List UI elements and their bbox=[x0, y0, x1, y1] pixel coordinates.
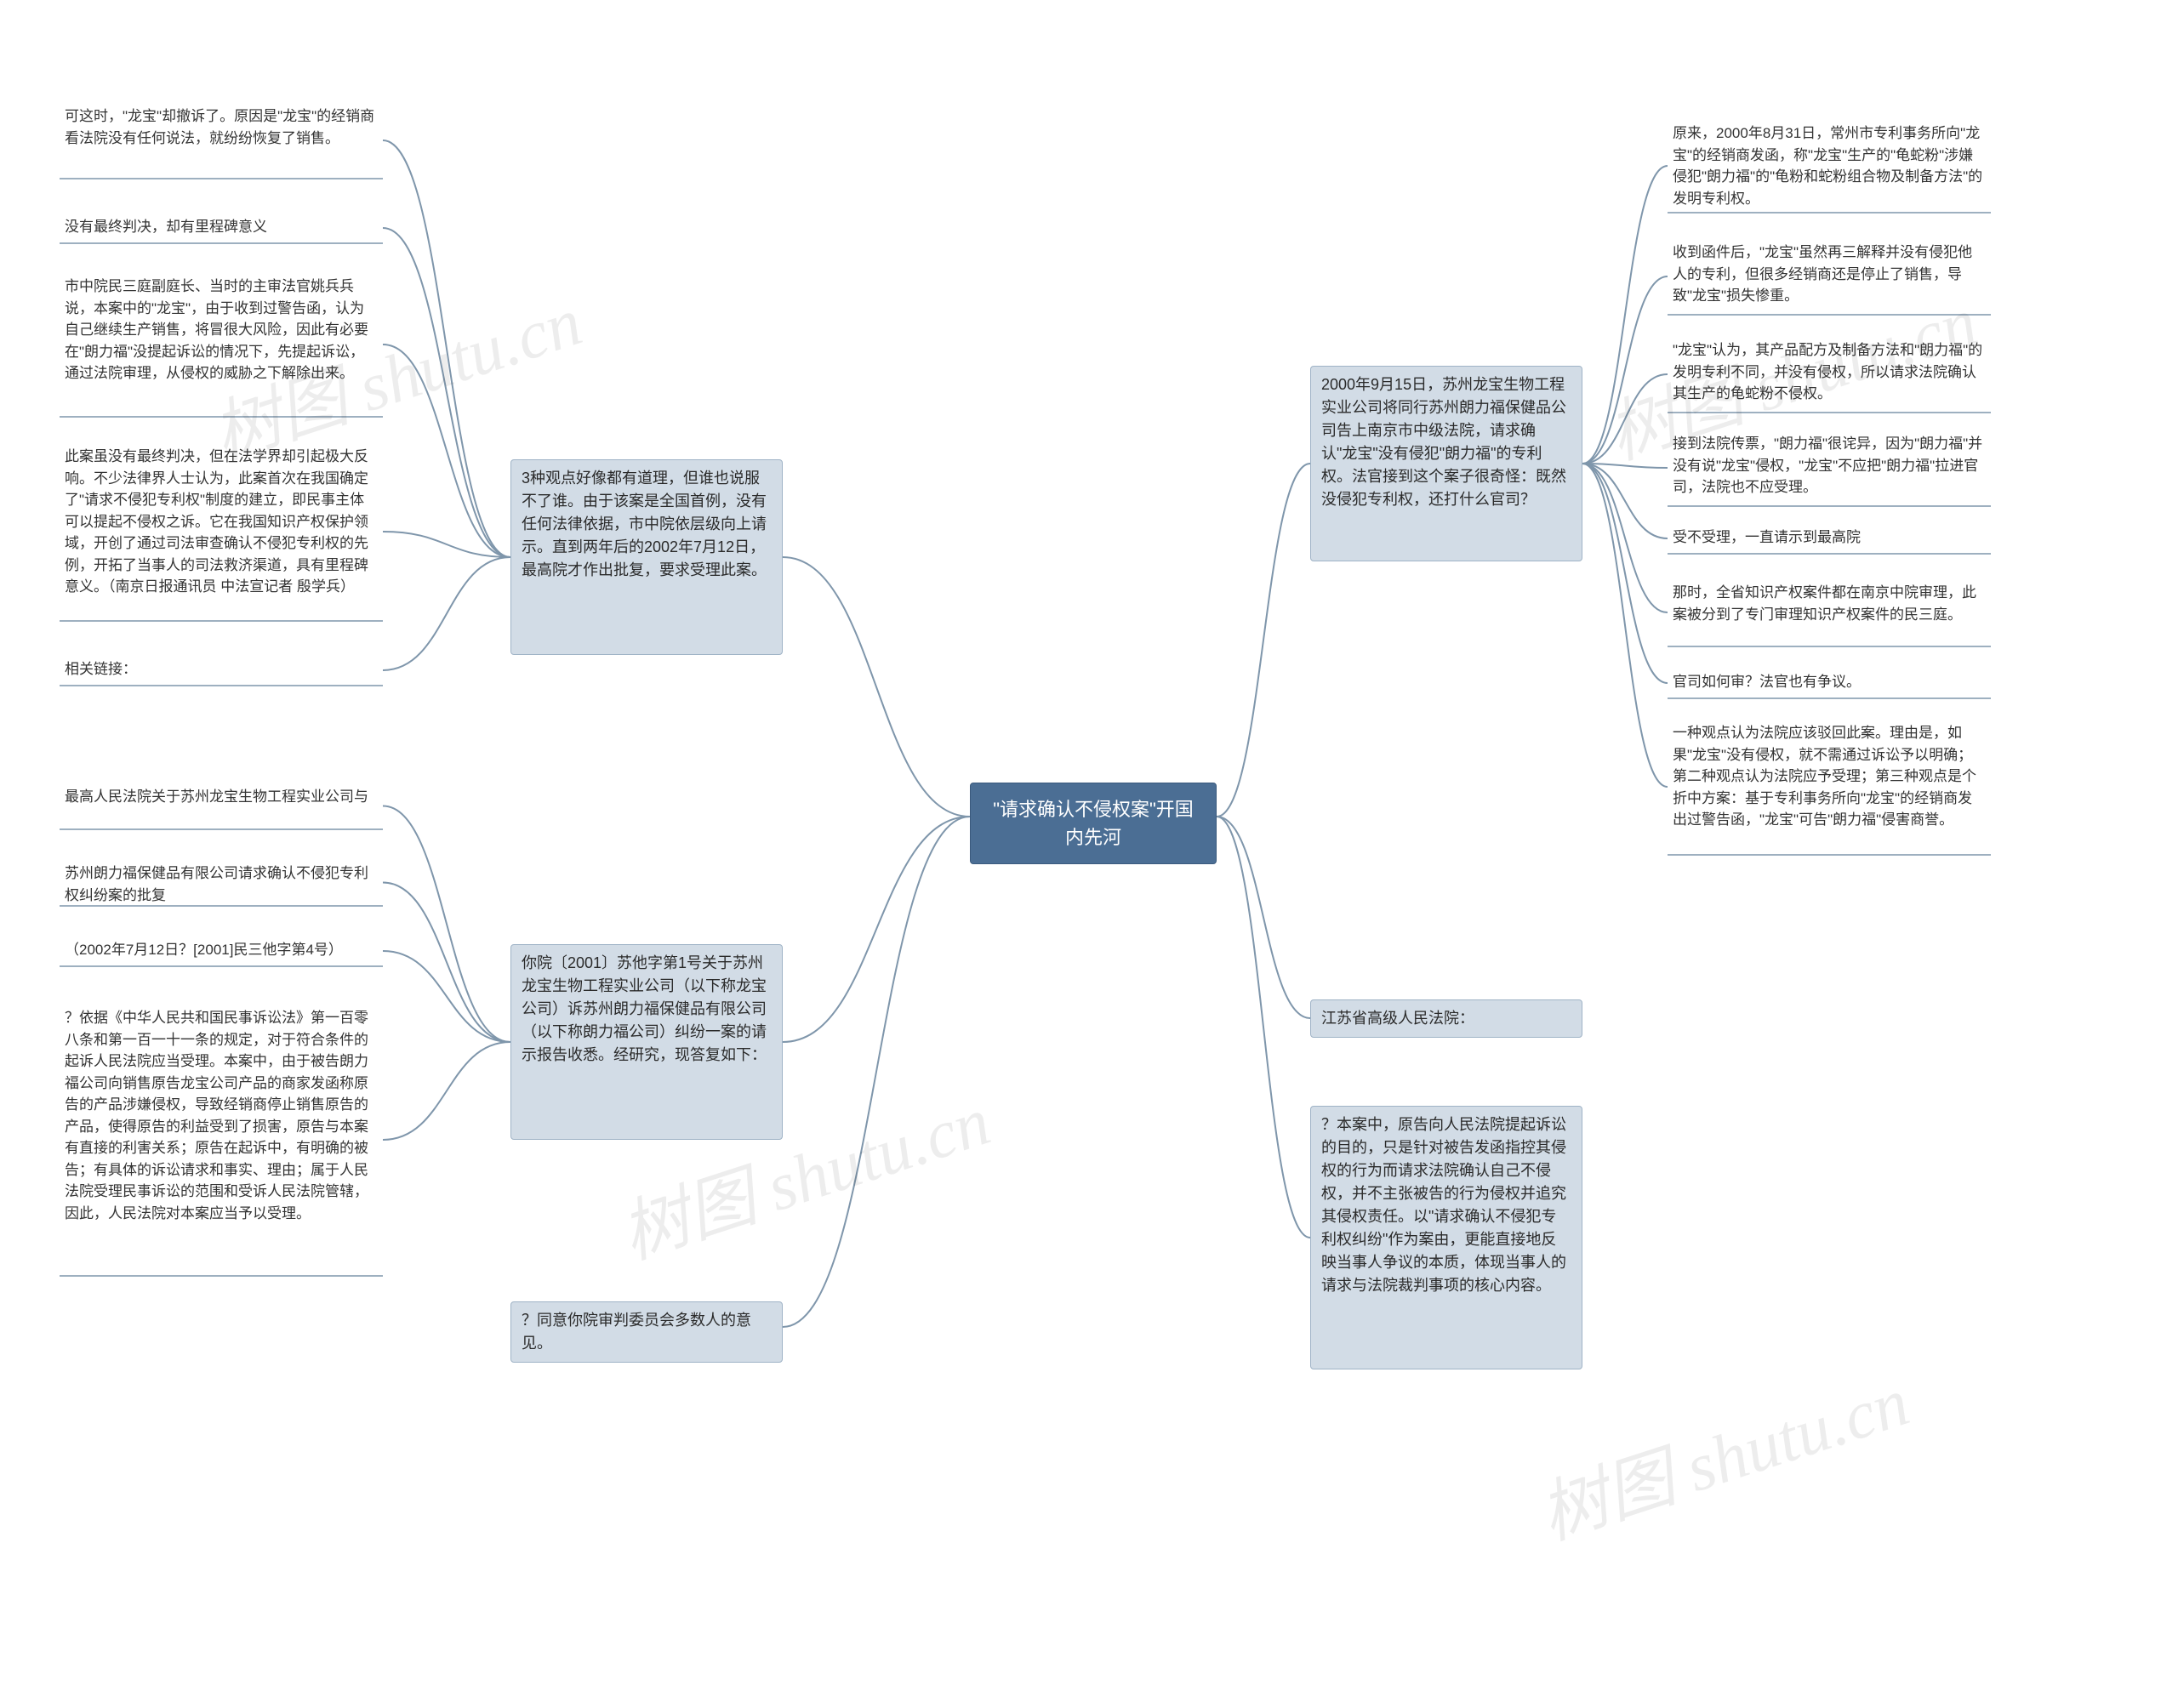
right1-leaf-0: 原来，2000年8月31日，常州市专利事务所向"龙宝"的经销商发函，称"龙宝"生… bbox=[1668, 119, 1991, 213]
left2-leaf-3: ？依据《中华人民共和国民事诉讼法》第一百零八条和第一百一十一条的规定，对于符合条… bbox=[60, 1004, 383, 1276]
left1-leaf-4: 相关链接： bbox=[60, 655, 383, 686]
right1-leaf-7: 一种观点认为法院应该驳回此案。理由是，如果"龙宝"没有侵权，就不需通过诉讼予以明… bbox=[1668, 719, 1991, 855]
branch-left-1-text: 3种观点好像都有道理，但谁也说服不了谁。由于该案是全国首例，没有任何法律依据，市… bbox=[522, 470, 767, 578]
branch-right-3: ？本案中，原告向人民法院提起诉讼的目的，只是针对被告发函指控其侵权的行为而请求法… bbox=[1310, 1106, 1582, 1369]
left1-leaf-1: 没有最终判决，却有里程碑意义 bbox=[60, 213, 383, 243]
branch-right-1-text: 2000年9月15日，苏州龙宝生物工程实业公司将同行苏州朗力福保健品公司告上南京… bbox=[1321, 376, 1566, 508]
left2-leaf-0: 最高人民法院关于苏州龙宝生物工程实业公司与 bbox=[60, 783, 383, 829]
right1-leaf-5: 那时，全省知识产权案件都在南京中院审理，此案被分到了专门审理知识产权案件的民三庭… bbox=[1668, 578, 1991, 646]
left2-leaf-1: 苏州朗力福保健品有限公司请求确认不侵犯专利权纠纷案的批复 bbox=[60, 859, 383, 909]
right1-leaf-6: 官司如何审？法官也有争议。 bbox=[1668, 668, 1991, 698]
branch-left-3: ？同意你院审判委员会多数人的意见。 bbox=[510, 1301, 783, 1363]
branch-left-2: 你院〔2001〕苏他字第1号关于苏州龙宝生物工程实业公司（以下称龙宝公司）诉苏州… bbox=[510, 944, 783, 1140]
branch-left-3-text: ？同意你院审判委员会多数人的意见。 bbox=[522, 1312, 751, 1352]
right1-leaf-3: 接到法院传票，"朗力福"很诧异，因为"朗力福"并没有说"龙宝"侵权，"龙宝"不应… bbox=[1668, 430, 1991, 506]
branch-right-1: 2000年9月15日，苏州龙宝生物工程实业公司将同行苏州朗力福保健品公司告上南京… bbox=[1310, 366, 1582, 561]
root-text: "请求确认不侵权案"开国内先河 bbox=[993, 799, 1194, 848]
right1-leaf-1: 收到函件后，"龙宝"虽然再三解释并没有侵犯他人的专利，但很多经销商还是停止了销售… bbox=[1668, 238, 1991, 315]
left1-leaf-2: 市中院民三庭副庭长、当时的主审法官姚兵兵说，本案中的"龙宝"，由于收到过警告函，… bbox=[60, 272, 383, 417]
left1-leaf-3: 此案虽没有最终判决，但在法学界却引起极大反响。不少法律界人士认为，此案首次在我国… bbox=[60, 442, 383, 621]
root-node: "请求确认不侵权案"开国内先河 bbox=[970, 783, 1217, 864]
watermark: 树图 shutu.cn bbox=[1525, 1346, 1919, 1558]
branch-left-2-text: 你院〔2001〕苏他字第1号关于苏州龙宝生物工程实业公司（以下称龙宝公司）诉苏州… bbox=[522, 954, 767, 1063]
left2-leaf-2: （2002年7月12日？[2001]民三他字第4号） bbox=[60, 936, 383, 966]
branch-right-3-text: ？本案中，原告向人民法院提起诉讼的目的，只是针对被告发函指控其侵权的行为而请求法… bbox=[1321, 1116, 1566, 1294]
branch-left-1: 3种观点好像都有道理，但谁也说服不了谁。由于该案是全国首例，没有任何法律依据，市… bbox=[510, 459, 783, 655]
branch-right-2: 江苏省高级人民法院： bbox=[1310, 999, 1582, 1038]
left1-leaf-0: 可这时，"龙宝"却撤诉了。原因是"龙宝"的经销商看法院没有任何说法，就纷纷恢复了… bbox=[60, 102, 383, 179]
branch-right-2-text: 江苏省高级人民法院： bbox=[1321, 1010, 1474, 1027]
right1-leaf-2: "龙宝"认为，其产品配方及制备方法和"朗力福"的发明专利不同，并没有侵权，所以请… bbox=[1668, 336, 1991, 413]
right1-leaf-4: 受不受理，一直请示到最高院 bbox=[1668, 523, 1991, 554]
